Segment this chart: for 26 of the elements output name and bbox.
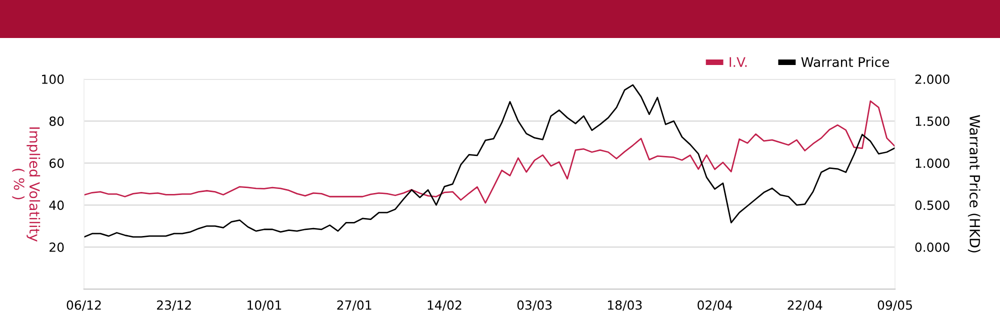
y2-tick-label: 0.500 [915,200,950,210]
y-tick-label: 80 [49,116,64,126]
line-series [84,100,895,204]
x-tick-label: 06/12 [66,300,101,311]
y2-tick-label: 1.500 [916,116,950,126]
x-tick-label: 23/12 [157,300,191,311]
y-tick-label: 60 [50,158,64,168]
x-tick-label: 14/02 [428,300,462,311]
x-tick-label: 03/03 [517,300,552,311]
y-tick-label: 40 [49,200,64,210]
y-tick-label: 20 [50,242,64,252]
legend-label: Warrant Price [801,56,890,68]
x-tick-label: 10/01 [248,300,282,311]
legend-label: I.V. [730,57,747,67]
x-tick-label: 02/04 [698,300,732,311]
y-axis-title: Implied Volatility ( % ) [12,127,40,242]
x-tick-label: 27/01 [337,300,372,311]
line-series [84,84,895,238]
x-tick-label: 22/04 [788,300,822,311]
y-tick-label: 100 [42,74,64,84]
y2-axis-title: Warrant Price (HKD) [968,114,980,252]
y2-tick-label: 1.000 [916,158,950,168]
x-tick-label: 18/03 [608,300,642,311]
x-tick-label: 09/05 [878,300,912,311]
y2-tick-label: 0.000 [915,242,950,252]
y2-tick-label: 2.000 [915,74,950,84]
